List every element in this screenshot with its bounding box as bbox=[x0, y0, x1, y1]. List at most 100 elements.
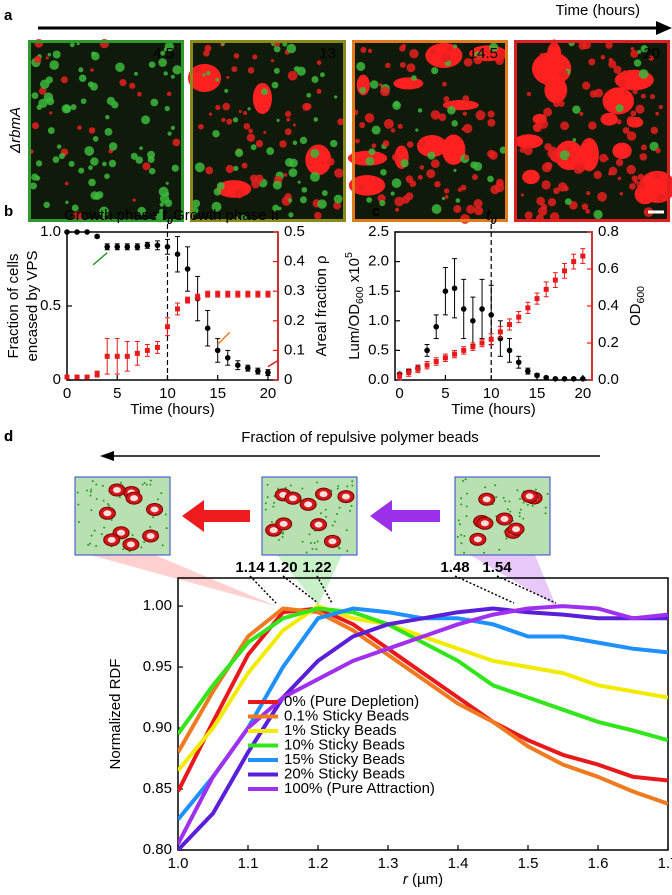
cell bbox=[564, 198, 572, 205]
point bbox=[235, 362, 241, 369]
cell bbox=[232, 117, 239, 123]
bead bbox=[336, 487, 339, 490]
bead bbox=[484, 486, 487, 489]
cell bbox=[234, 216, 239, 220]
cell bbox=[453, 44, 458, 49]
cell bbox=[304, 103, 312, 110]
time-label: Time (hours) bbox=[556, 2, 640, 19]
arrow-red bbox=[182, 500, 250, 532]
x-axis-label-part: r bbox=[403, 871, 409, 888]
cell bbox=[371, 143, 377, 149]
point bbox=[214, 347, 221, 354]
series-line bbox=[178, 606, 668, 793]
cell bbox=[224, 88, 229, 93]
y-tick-label: 2.0 bbox=[368, 253, 389, 270]
cell bbox=[108, 142, 118, 151]
cell bbox=[101, 216, 105, 220]
funnel bbox=[90, 555, 276, 607]
point bbox=[225, 291, 231, 297]
cell bbox=[487, 110, 495, 118]
cell bbox=[78, 167, 85, 174]
bead bbox=[85, 489, 88, 492]
reference-label-part: 0 bbox=[491, 215, 497, 227]
point bbox=[94, 371, 100, 377]
bead bbox=[90, 488, 93, 491]
cell bbox=[379, 199, 386, 207]
cell bbox=[431, 204, 442, 214]
bead bbox=[89, 490, 92, 493]
cell bbox=[472, 174, 478, 181]
cell bbox=[90, 68, 94, 72]
bead bbox=[351, 480, 354, 483]
bead bbox=[301, 487, 304, 490]
cell bbox=[411, 75, 417, 81]
point bbox=[461, 347, 467, 353]
y2-tick-label: 0.6 bbox=[598, 260, 619, 277]
cell bbox=[443, 101, 451, 108]
cell bbox=[64, 181, 69, 186]
point bbox=[507, 322, 513, 327]
point bbox=[488, 312, 495, 318]
point bbox=[451, 285, 458, 292]
pointer-arrow bbox=[217, 331, 231, 345]
cell bbox=[569, 201, 578, 210]
cell bbox=[202, 73, 206, 77]
cell bbox=[150, 98, 159, 107]
plot-frame bbox=[177, 577, 669, 851]
cell bbox=[255, 139, 264, 148]
cell bbox=[99, 206, 109, 217]
bead bbox=[462, 479, 465, 482]
point bbox=[195, 294, 201, 300]
cluster bbox=[514, 134, 543, 149]
bead bbox=[77, 520, 80, 523]
y-axis-label: Normalized RDF bbox=[107, 659, 124, 770]
cell bbox=[243, 122, 251, 130]
cell bbox=[272, 204, 280, 212]
cluster bbox=[547, 42, 562, 63]
x-tick-label: 10 bbox=[159, 385, 176, 402]
cell bbox=[393, 100, 400, 107]
cell bbox=[629, 183, 636, 190]
x-tick-label: 10 bbox=[483, 385, 500, 402]
bead bbox=[463, 534, 466, 537]
point bbox=[124, 244, 131, 250]
cell bbox=[192, 199, 201, 208]
y2-tick-label: 0.0 bbox=[598, 371, 619, 388]
cell bbox=[137, 206, 146, 216]
cell bbox=[88, 127, 96, 134]
cell bbox=[639, 153, 648, 161]
cell bbox=[316, 60, 322, 65]
y-axis-label: encased by VPS bbox=[24, 251, 41, 362]
y-tick-label: 1.0 bbox=[368, 312, 389, 329]
cell bbox=[360, 46, 367, 53]
point bbox=[175, 306, 181, 312]
cell bbox=[43, 201, 50, 209]
cell bbox=[231, 66, 238, 73]
bead bbox=[89, 542, 92, 545]
cell bbox=[247, 107, 251, 111]
bead bbox=[106, 503, 109, 506]
point bbox=[442, 288, 449, 295]
x-tick-label: 5 bbox=[441, 385, 449, 402]
cell bbox=[447, 106, 456, 115]
funnel bbox=[470, 555, 556, 607]
cell bbox=[333, 201, 342, 210]
cell bbox=[31, 92, 39, 99]
cell bbox=[142, 162, 151, 171]
cell bbox=[139, 146, 143, 151]
cell bbox=[358, 158, 362, 162]
cell bbox=[288, 198, 293, 203]
cell bbox=[563, 92, 567, 96]
cell bbox=[115, 62, 125, 72]
cell bbox=[649, 94, 656, 100]
plot-frame bbox=[394, 231, 593, 381]
bead bbox=[165, 527, 168, 530]
cell bbox=[194, 66, 202, 74]
bead bbox=[76, 491, 79, 494]
cell bbox=[487, 118, 496, 127]
point bbox=[570, 376, 577, 382]
bead bbox=[95, 498, 98, 501]
cell bbox=[251, 179, 260, 189]
point bbox=[84, 229, 90, 235]
point bbox=[255, 368, 261, 374]
